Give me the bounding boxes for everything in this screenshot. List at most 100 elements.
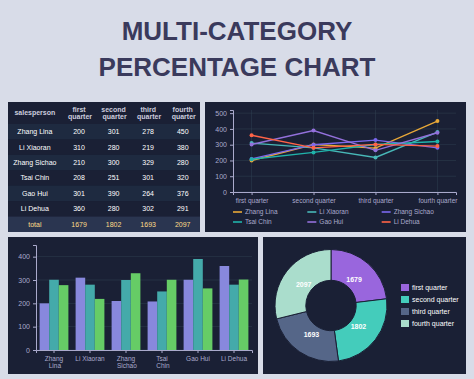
tick-label: 0 <box>26 347 30 354</box>
tick-mark <box>230 176 233 177</box>
x-tick: second quarter <box>292 192 336 205</box>
table-cell: 1693 <box>140 221 156 228</box>
y-axis: 0100200300400500 <box>215 110 233 196</box>
legend: first quartersecond quarterthird quarter… <box>401 284 459 328</box>
x-tick: Zhang Lina <box>45 350 64 369</box>
table-cell: 291 <box>177 205 189 212</box>
table-row <box>8 217 200 232</box>
table-cell: 280 <box>177 159 189 166</box>
table-cell: 301 <box>73 190 85 197</box>
table-row <box>8 155 200 170</box>
table-cell: 210 <box>73 159 85 166</box>
table-cell: 280 <box>108 205 120 212</box>
marker <box>312 150 316 154</box>
tick-mark <box>33 327 36 328</box>
x-tick: Tsai Chin <box>154 350 170 369</box>
table-cell: 302 <box>142 205 154 212</box>
donut-panel: 1679180216932097first quartersecond quar… <box>263 237 466 374</box>
legend-swatch <box>233 211 242 213</box>
grid-line <box>233 113 456 114</box>
marker <box>250 143 254 147</box>
slice <box>334 299 387 361</box>
y-tick: 0 <box>26 347 36 354</box>
tick-label: 400 <box>18 253 30 260</box>
tick-label: 200 <box>215 157 227 164</box>
slice <box>275 250 331 319</box>
marker <box>312 146 316 150</box>
tick-mark <box>230 160 233 161</box>
marker <box>312 129 316 133</box>
tick-label: Li Dehua <box>221 355 247 362</box>
marker <box>250 133 254 137</box>
table-cell: 219 <box>142 144 154 151</box>
table-row-label: Li Dehua <box>21 205 49 212</box>
table-header: salesperson <box>14 109 55 117</box>
marker <box>373 143 377 147</box>
bar <box>193 259 203 350</box>
table-cell: 1802 <box>106 221 122 228</box>
bar <box>49 280 59 350</box>
slice <box>331 250 387 303</box>
tick-mark <box>198 350 199 353</box>
tick-mark <box>230 129 233 130</box>
y-tick: 0 <box>223 189 233 196</box>
legend-label: Zhang Sichao <box>394 208 434 216</box>
y-tick: 200 <box>215 157 233 164</box>
table-row <box>8 170 200 185</box>
background <box>0 0 474 379</box>
legend-item: fourth quarter <box>401 320 455 328</box>
line <box>252 131 438 151</box>
bar <box>112 301 122 350</box>
y-axis: 0100200300400 <box>18 246 36 354</box>
legend-label: Tsai Chin <box>245 218 272 225</box>
bar-chart: 0100200300400Zhang LinaLi XiaoranZhang S… <box>18 246 252 369</box>
tick-mark <box>126 350 127 353</box>
table-row-label: total <box>28 221 42 228</box>
y-tick: 300 <box>18 277 36 284</box>
tick-mark <box>230 192 233 193</box>
bar <box>203 288 213 350</box>
legend-swatch <box>382 221 391 223</box>
x-tick: Li Dehua <box>221 350 247 362</box>
y-tick: 400 <box>18 253 36 260</box>
bar <box>229 285 239 350</box>
line <box>252 142 438 160</box>
bar <box>40 303 50 350</box>
bar <box>220 266 230 350</box>
legend-label: Li Dehua <box>394 218 420 225</box>
tick-mark <box>33 350 36 351</box>
bar <box>184 280 194 350</box>
legend-item: Li Dehua <box>382 218 420 225</box>
panel-background <box>205 102 466 232</box>
table-header: third quarter <box>135 106 161 122</box>
table-header: fourth quarter <box>170 106 196 122</box>
tick-label: second quarter <box>292 197 336 205</box>
tick-mark <box>230 113 233 114</box>
legend-label: second quarter <box>412 296 459 304</box>
tick-label: Gao Hui <box>186 355 210 362</box>
legend-label: third quarter <box>412 308 450 316</box>
marker <box>373 142 377 146</box>
marker <box>435 119 439 123</box>
y-tick: 100 <box>215 173 233 180</box>
table-row-label: Li Xiaoran <box>19 144 51 151</box>
tick-label: 100 <box>215 173 227 180</box>
table-cell: 329 <box>142 159 154 166</box>
legend-item: Zhang Lina <box>233 208 278 216</box>
panel-background <box>8 237 258 374</box>
axis-line <box>37 351 253 354</box>
title-group: MULTI-CATEGORYPERCENTAGE CHART <box>99 16 376 82</box>
panel-background <box>263 237 466 374</box>
table-cell: 1679 <box>71 221 87 228</box>
grid-line <box>251 110 252 192</box>
axis-line <box>234 193 457 196</box>
legend-swatch <box>401 308 409 315</box>
table-cell: 301 <box>142 174 154 181</box>
marker <box>250 157 254 161</box>
table-cell: 278 <box>142 128 154 135</box>
data-label: 1693 <box>304 331 320 338</box>
y-tick: 200 <box>18 300 36 307</box>
table-header: second quarter <box>101 106 127 122</box>
axis-line <box>230 111 234 193</box>
line-panel: 0100200300400500first quartersecond quar… <box>205 102 466 232</box>
